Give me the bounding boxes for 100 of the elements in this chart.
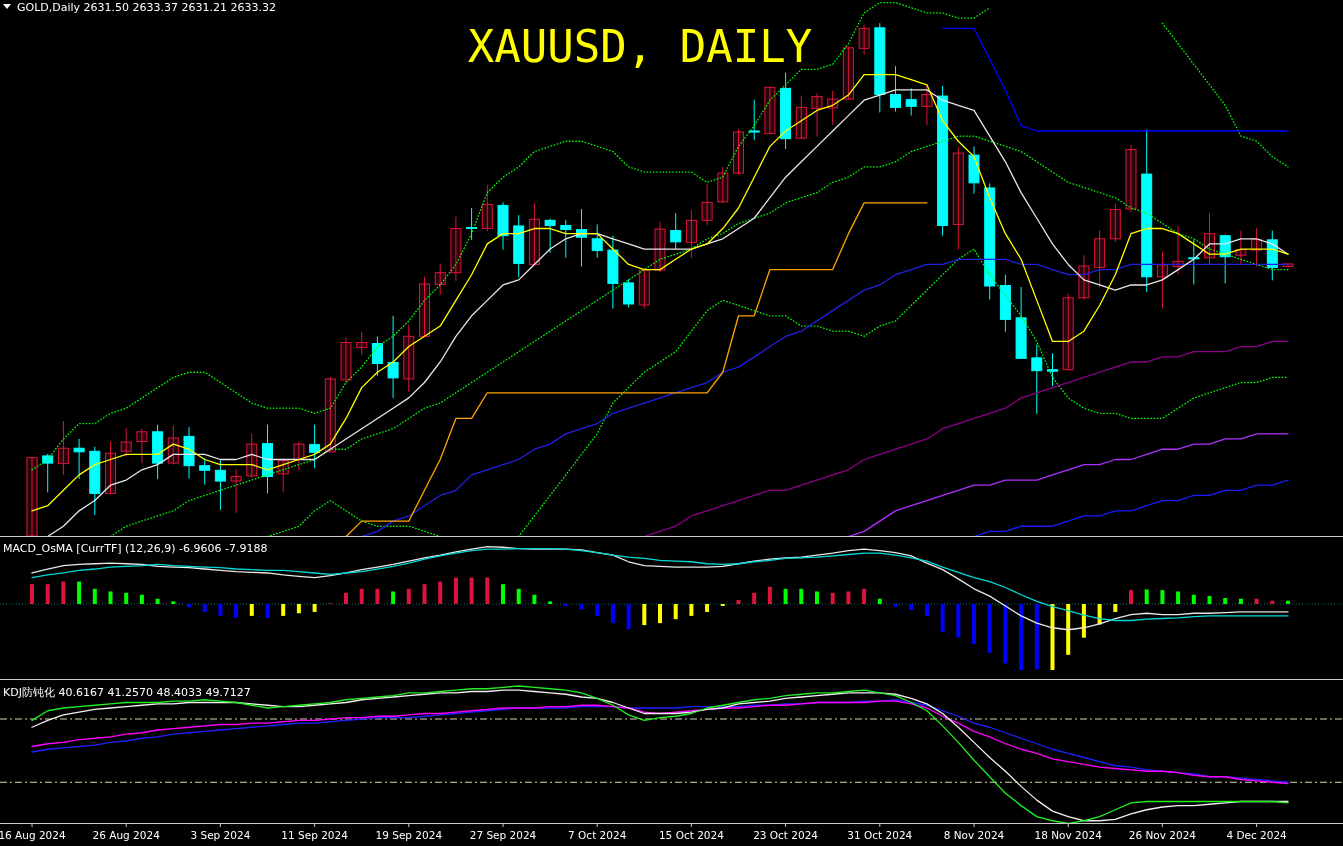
bar [862,588,867,604]
bar [155,598,160,604]
chart-title: XAUUSD, DAILY [467,21,813,72]
bar [956,604,961,638]
x-tick-label: 27 Sep 2024 [469,829,537,841]
bar [30,584,34,604]
bar [234,604,239,618]
candlestick [293,441,305,471]
candlestick [811,93,823,138]
candlestick [717,166,729,204]
bar [987,604,992,653]
bar [1003,604,1008,664]
bar [830,592,835,604]
x-tick-label: 26 Nov 2024 [1128,829,1197,841]
bar [1129,590,1133,604]
x-tick-label: 15 Oct 2024 [658,829,725,841]
bar [579,604,584,610]
candlestick [921,84,933,126]
bar [265,604,270,618]
candlestick [419,276,430,338]
bar [1286,600,1290,604]
bar [108,591,113,604]
bar [1050,604,1055,670]
candlestick [246,433,258,478]
bar [673,604,678,620]
bar [909,604,914,610]
candlestick [387,315,399,399]
candlestick [623,278,635,309]
candlestick [528,202,540,266]
chart-title: KDJ防钝化 40.6167 41.2570 48.4033 49.7127 [3,686,251,699]
bar [689,604,694,616]
bar [1176,591,1181,604]
candlestick [120,427,132,457]
bar [187,604,191,608]
bar [1144,589,1149,604]
candlestick [466,207,478,241]
candlestick [450,216,462,282]
x-tick-label: 3 Sep 2024 [190,829,251,841]
candlestick [764,85,776,135]
candlestick [1094,230,1106,289]
bar [218,604,223,616]
candlestick [136,428,148,464]
bar [1081,604,1086,638]
candlestick [733,128,744,176]
candlestick [57,420,69,476]
x-tick-label: 23 Oct 2024 [753,829,819,841]
candlestick [403,324,415,393]
candlestick [638,268,650,310]
x-tick-label: 4 Dec 2024 [1226,829,1288,841]
x-tick-label: 18 Nov 2024 [1034,829,1103,841]
candlestick [842,45,854,101]
candlestick [1062,293,1074,371]
candlestick [795,95,807,140]
candlestick [434,262,446,296]
bar [1254,598,1259,604]
bar [516,588,521,604]
bar [1019,604,1024,670]
bar [469,577,474,604]
bar [532,594,537,604]
bar [1207,596,1212,604]
candlestick [748,99,760,141]
candlestick [905,87,917,117]
bar [45,584,50,604]
candlestick [340,336,352,384]
x-tick-label: 11 Sep 2024 [281,829,349,841]
bar [1034,604,1039,670]
candlestick [481,184,493,232]
bar [406,588,411,604]
candlestick [670,212,682,250]
bar [391,591,396,604]
candlestick [309,424,321,469]
bar [815,591,819,604]
candlestick [1235,230,1247,266]
candlestick [1125,144,1137,213]
bar [705,604,710,612]
candlestick [952,146,964,251]
candlestick [1031,344,1043,415]
bar [1066,604,1071,655]
candlestick [544,218,556,254]
bar [893,604,898,607]
bar [453,577,458,604]
bar [877,598,882,604]
bar [752,592,757,604]
bar [1270,600,1275,604]
bar [1160,590,1165,604]
bar [249,604,254,616]
bar [375,588,380,604]
candlestick [1078,254,1090,301]
bar [642,604,647,626]
candlestick [858,24,870,56]
bar [422,584,427,604]
bar [501,584,505,604]
candlestick [701,183,713,226]
candlestick [324,376,336,453]
candlestick [42,453,54,493]
bar [171,601,176,604]
bar [626,604,631,630]
candlestick [356,331,368,356]
bar [1223,598,1228,604]
candlestick [199,457,211,486]
